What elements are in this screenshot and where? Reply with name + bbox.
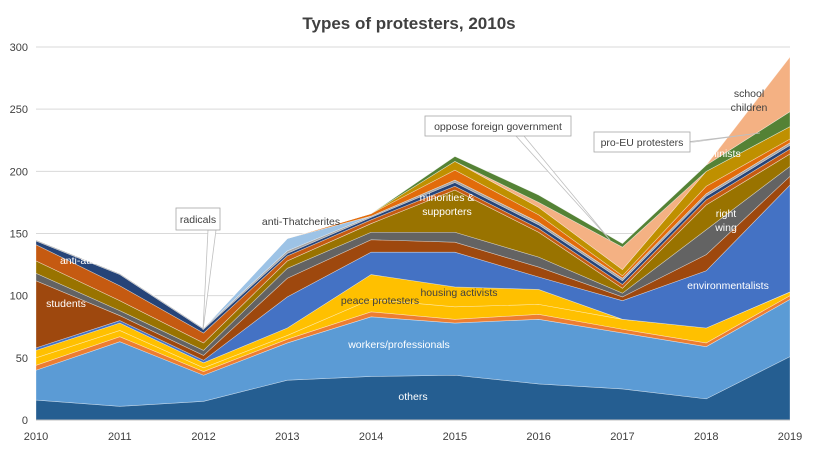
y-tick-label: 0 xyxy=(22,415,28,427)
label-anti-austerity: anti-austerity xyxy=(60,255,121,267)
label-right-wing: right wing xyxy=(714,208,737,234)
area-school-children xyxy=(35,56,791,329)
x-tick-label: 2016 xyxy=(526,431,550,443)
label-feminists: feminists xyxy=(699,148,740,160)
label-environmentalists: environmentalists xyxy=(687,280,769,292)
y-tick-label: 300 xyxy=(10,42,28,54)
callout-box-radicals xyxy=(175,207,221,231)
label-minorities-supporters: minorities & supporters xyxy=(420,192,475,218)
x-tick-label: 2013 xyxy=(275,431,299,443)
x-tick-label: 2010 xyxy=(24,431,48,443)
x-tick-label: 2012 xyxy=(191,431,215,443)
y-tick-label: 50 xyxy=(16,353,28,365)
label-students: students xyxy=(46,298,86,310)
label-peace-protesters: peace protesters xyxy=(341,295,419,307)
label-others: others xyxy=(398,391,427,403)
callout-oppose-foreign-government: oppose foreign government xyxy=(434,121,562,133)
y-tick-label: 250 xyxy=(10,104,28,116)
x-tick-label: 2019 xyxy=(778,431,802,443)
label-housing-activists: housing activists xyxy=(420,287,497,299)
x-tick-label: 2011 xyxy=(108,431,132,443)
y-tick-label: 150 xyxy=(10,229,28,241)
label-anti-thatcherites: anti-Thatcherites xyxy=(262,216,340,228)
callout-pointer-radicals xyxy=(202,229,217,331)
y-tick-label: 200 xyxy=(10,166,28,178)
callout-pro-eu-protesters: pro-EU protesters xyxy=(601,137,684,149)
callout-box-oppose-foreign-government xyxy=(424,115,572,137)
x-tick-label: 2017 xyxy=(610,431,634,443)
label-school-children: school children xyxy=(731,88,768,114)
label-workers-professionals: workers/professionals xyxy=(347,339,450,351)
x-tick-label: 2015 xyxy=(443,431,467,443)
x-tick-label: 2018 xyxy=(694,431,718,443)
callout-box-pro-eu-protesters xyxy=(593,131,691,153)
callout-radicals: radicals xyxy=(180,214,216,226)
x-tick-label: 2014 xyxy=(359,431,383,443)
y-tick-label: 100 xyxy=(10,291,28,303)
label-youths: youths xyxy=(100,219,131,231)
chart-title: Types of protesters, 2010s xyxy=(302,14,516,33)
